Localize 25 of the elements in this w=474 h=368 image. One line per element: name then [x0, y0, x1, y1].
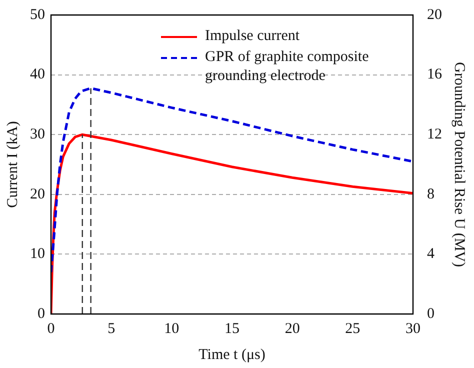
y2-tick-label: 0 — [427, 306, 434, 322]
x-tick-label: 15 — [224, 320, 240, 337]
y2-tick-label: 16 — [427, 66, 442, 83]
x-tick-label: 20 — [284, 320, 300, 337]
legend-label: GPR of graphite composite grounding electrode — [205, 48, 370, 86]
y2-tick-label: 12 — [427, 126, 442, 143]
line-series — [51, 87, 413, 274]
x-tick-label: 30 — [406, 320, 420, 337]
y-tick-label: 0 — [38, 306, 45, 322]
y-axis-title: Current I (kA) — [4, 121, 21, 208]
x-axis-title: Time t (μs) — [198, 346, 266, 363]
y2-tick-label: 4 — [427, 246, 435, 262]
y-tick-label: 10 — [30, 246, 45, 262]
y2-tick-label: 8 — [427, 186, 434, 202]
x-tick-label: 10 — [164, 320, 180, 337]
y2-axis-title: Grounding Potential Rise U (MV) — [451, 62, 468, 267]
x-tick-label: 0 — [47, 320, 55, 337]
x-tick-label: 25 — [345, 320, 360, 337]
y-tick-label: 30 — [30, 126, 45, 143]
y2-tick-label: 20 — [427, 6, 442, 23]
y-tick-label: 40 — [30, 66, 45, 83]
y-tick-label: 50 — [30, 6, 45, 23]
y-tick-label: 20 — [30, 186, 45, 202]
legend-label: Impulse current — [205, 27, 301, 46]
x-tick-label: 5 — [108, 320, 116, 337]
